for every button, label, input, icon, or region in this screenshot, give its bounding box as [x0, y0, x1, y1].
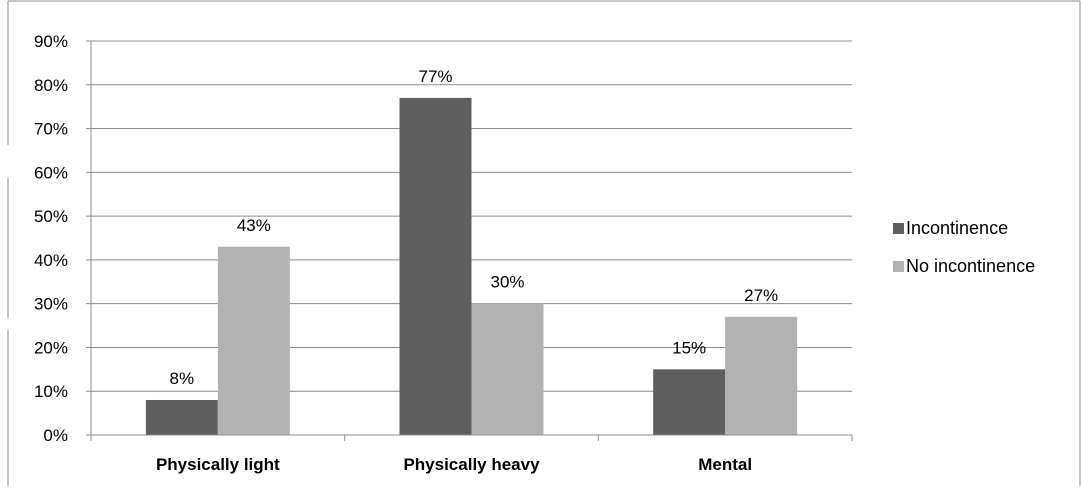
x-tick-label: Mental [698, 455, 752, 474]
x-tick-label: Physically light [156, 455, 280, 474]
bar-no-incontinence [472, 304, 544, 435]
data-label: 8% [170, 369, 195, 388]
legend-label: Incontinence [906, 218, 1008, 238]
y-tick-label: 20% [34, 338, 68, 357]
bar-incontinence [400, 98, 472, 435]
legend-swatch [893, 261, 904, 272]
legend-swatch [893, 223, 904, 234]
legend: Incontinence No incontinence [893, 218, 1035, 276]
y-axis-ticks: 0% 10% 20% 30% 40% 50% 60% 70% 80% 90% [34, 32, 91, 445]
bars [146, 98, 797, 435]
y-tick-label: 10% [34, 382, 68, 401]
y-tick-label: 70% [34, 120, 68, 139]
y-tick-label: 50% [34, 207, 68, 226]
data-label: 77% [418, 67, 452, 86]
x-axis-ticks: Physically light Physically heavy Mental [91, 435, 852, 474]
y-tick-label: 60% [34, 163, 68, 182]
data-label: 30% [490, 273, 524, 292]
bar-incontinence [653, 369, 725, 435]
x-tick-label: Physically heavy [403, 455, 540, 474]
data-label: 15% [672, 338, 706, 357]
y-tick-label: 80% [34, 76, 68, 95]
data-label: 27% [744, 286, 778, 305]
y-tick-label: 0% [43, 426, 68, 445]
y-tick-label: 30% [34, 295, 68, 314]
bar-no-incontinence [218, 247, 290, 435]
bar-no-incontinence [725, 317, 797, 435]
bar-incontinence [146, 400, 218, 435]
y-tick-label: 90% [34, 32, 68, 51]
y-tick-label: 40% [34, 251, 68, 270]
data-label: 43% [237, 216, 271, 235]
legend-label: No incontinence [906, 256, 1035, 276]
